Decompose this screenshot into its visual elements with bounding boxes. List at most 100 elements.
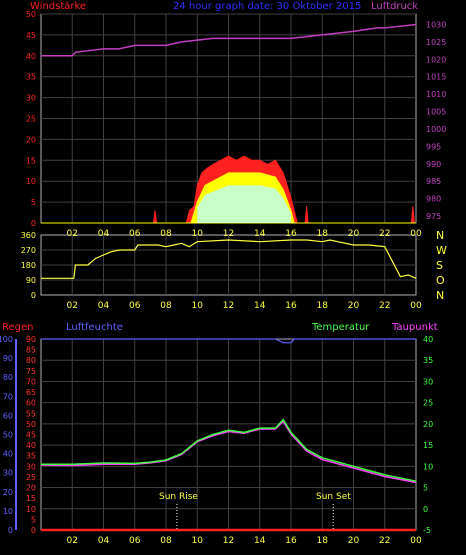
temperature-tick-label: 25 (423, 399, 433, 408)
x-tick-label: 16 (285, 229, 297, 239)
humidity-tick-label: 70 (3, 392, 13, 401)
x-tick-label: 02 (67, 301, 78, 311)
left-tick-label: 90 (26, 335, 36, 344)
left-tick-label: 40 (26, 441, 36, 450)
left-tick-label: 85 (26, 346, 36, 355)
left-tick-label: 10 (26, 505, 36, 514)
left-tick-label: 35 (26, 452, 36, 461)
x-tick-label: 00 (410, 301, 422, 311)
temperature-tick-label: 40 (423, 335, 433, 344)
pressure-tick-label: 975 (426, 212, 441, 221)
x-tick-label: 10 (192, 229, 204, 239)
data-series (40, 23, 417, 532)
temperature-tick-label: 20 (423, 420, 433, 429)
x-tick-label: 18 (317, 229, 329, 239)
pressure-tick-label: 1030 (426, 20, 446, 29)
pressure-tick-label: 1000 (426, 125, 446, 134)
left-tick-label: 45 (26, 431, 36, 440)
temperature-series (41, 418, 417, 482)
x-tick-label: 08 (160, 301, 172, 311)
humidity-tick-label: 60 (3, 411, 13, 420)
pressure-tick-label: 1020 (426, 55, 446, 64)
left-tick-label: 5 (31, 515, 36, 524)
label-sunset: Sun Set (316, 492, 351, 502)
compass-label: N (436, 289, 444, 302)
pressure-tick-label: 995 (426, 142, 441, 151)
left-tick-label: 55 (26, 409, 36, 418)
wind-tick-label: 10 (26, 177, 36, 186)
humidity-tick-label: 40 (3, 450, 13, 459)
temperature-tick-label: -5 (423, 526, 431, 535)
x-tick-label: 22 (379, 536, 390, 546)
direction-tick-label: 180 (21, 261, 36, 270)
left-tick-label: 65 (26, 388, 36, 397)
wind-tick-label: 0 (31, 219, 36, 228)
x-tick-label: 06 (129, 301, 141, 311)
label-sunrise: Sun Rise (159, 492, 198, 502)
direction-tick-label: 270 (21, 246, 36, 255)
x-tick-label: 04 (98, 301, 110, 311)
x-tick-label: 14 (254, 301, 266, 311)
header-windstaerke: Windstärke (30, 1, 86, 12)
x-tick-label: 18 (317, 536, 329, 546)
humidity-tick-label: 80 (3, 373, 13, 382)
min-wind-series (197, 185, 291, 223)
wind-tick-label: 5 (31, 198, 36, 207)
x-tick-label: 20 (348, 301, 360, 311)
direction-tick-label: 90 (26, 276, 36, 285)
left-tick-label: 0 (31, 526, 36, 535)
direction-tick-label: 360 (21, 231, 36, 240)
x-tick-label: 22 (379, 229, 390, 239)
x-tick-label: 10 (192, 301, 204, 311)
wind-direction-series (41, 239, 417, 279)
x-tick-label: 06 (129, 536, 141, 546)
x-tick-label: 16 (285, 536, 297, 546)
left-tick-label: 80 (26, 356, 36, 365)
humidity-tick-label: 50 (3, 431, 13, 440)
left-tick-label: 30 (26, 462, 36, 471)
left-tick-label: 25 (26, 473, 36, 482)
pressure-tick-label: 1005 (426, 108, 446, 117)
label-taupunkt: Taupunkt (391, 322, 438, 333)
pressure-tick-label: 1025 (426, 38, 446, 47)
x-tick-label: 20 (348, 536, 360, 546)
wind-tick-label: 30 (26, 94, 36, 103)
compass-label: W (436, 244, 447, 257)
compass-label: O (436, 274, 445, 287)
x-tick-label: 00 (410, 229, 422, 239)
x-tick-label: 12 (223, 536, 234, 546)
pressure-tick-label: 990 (426, 160, 441, 169)
temperature-tick-label: 35 (423, 356, 433, 365)
pressure-tick-label: 985 (426, 177, 441, 186)
left-tick-label: 20 (26, 484, 36, 493)
x-tick-label: 12 (223, 301, 234, 311)
left-tick-label: 15 (26, 494, 36, 503)
x-tick-label: 04 (98, 536, 110, 546)
pressure-tick-label: 1010 (426, 90, 446, 99)
wind-tick-label: 40 (26, 52, 36, 61)
wind-tick-label: 15 (26, 156, 36, 165)
humidity-tick-label: 10 (3, 507, 13, 516)
temperature-tick-label: 5 (423, 484, 428, 493)
header-date: 24 hour graph date: 30 Oktober 2015 (173, 1, 361, 12)
temperature-tick-label: 30 (423, 377, 433, 386)
x-tick-label: 12 (223, 229, 234, 239)
dewpoint-series (40, 420, 417, 484)
humidity-tick-label: 90 (3, 354, 13, 363)
pressure-tick-label: 1015 (426, 73, 446, 82)
pressure-tick-label: 980 (426, 195, 441, 204)
x-tick-label: 14 (254, 536, 266, 546)
x-tick-label: 20 (348, 229, 360, 239)
wind-tick-label: 35 (26, 73, 36, 82)
left-tick-label: 60 (26, 399, 36, 408)
wind-tick-label: 20 (26, 135, 36, 144)
x-tick-label: 08 (160, 229, 172, 239)
left-tick-label: 50 (26, 420, 36, 429)
temperature-tick-label: 0 (423, 505, 428, 514)
label-luftfeuchte: Luftfeuchte (66, 322, 123, 333)
x-tick-label: 00 (410, 536, 422, 546)
temperature-tick-label: 10 (423, 462, 433, 471)
x-tick-label: 02 (67, 229, 78, 239)
